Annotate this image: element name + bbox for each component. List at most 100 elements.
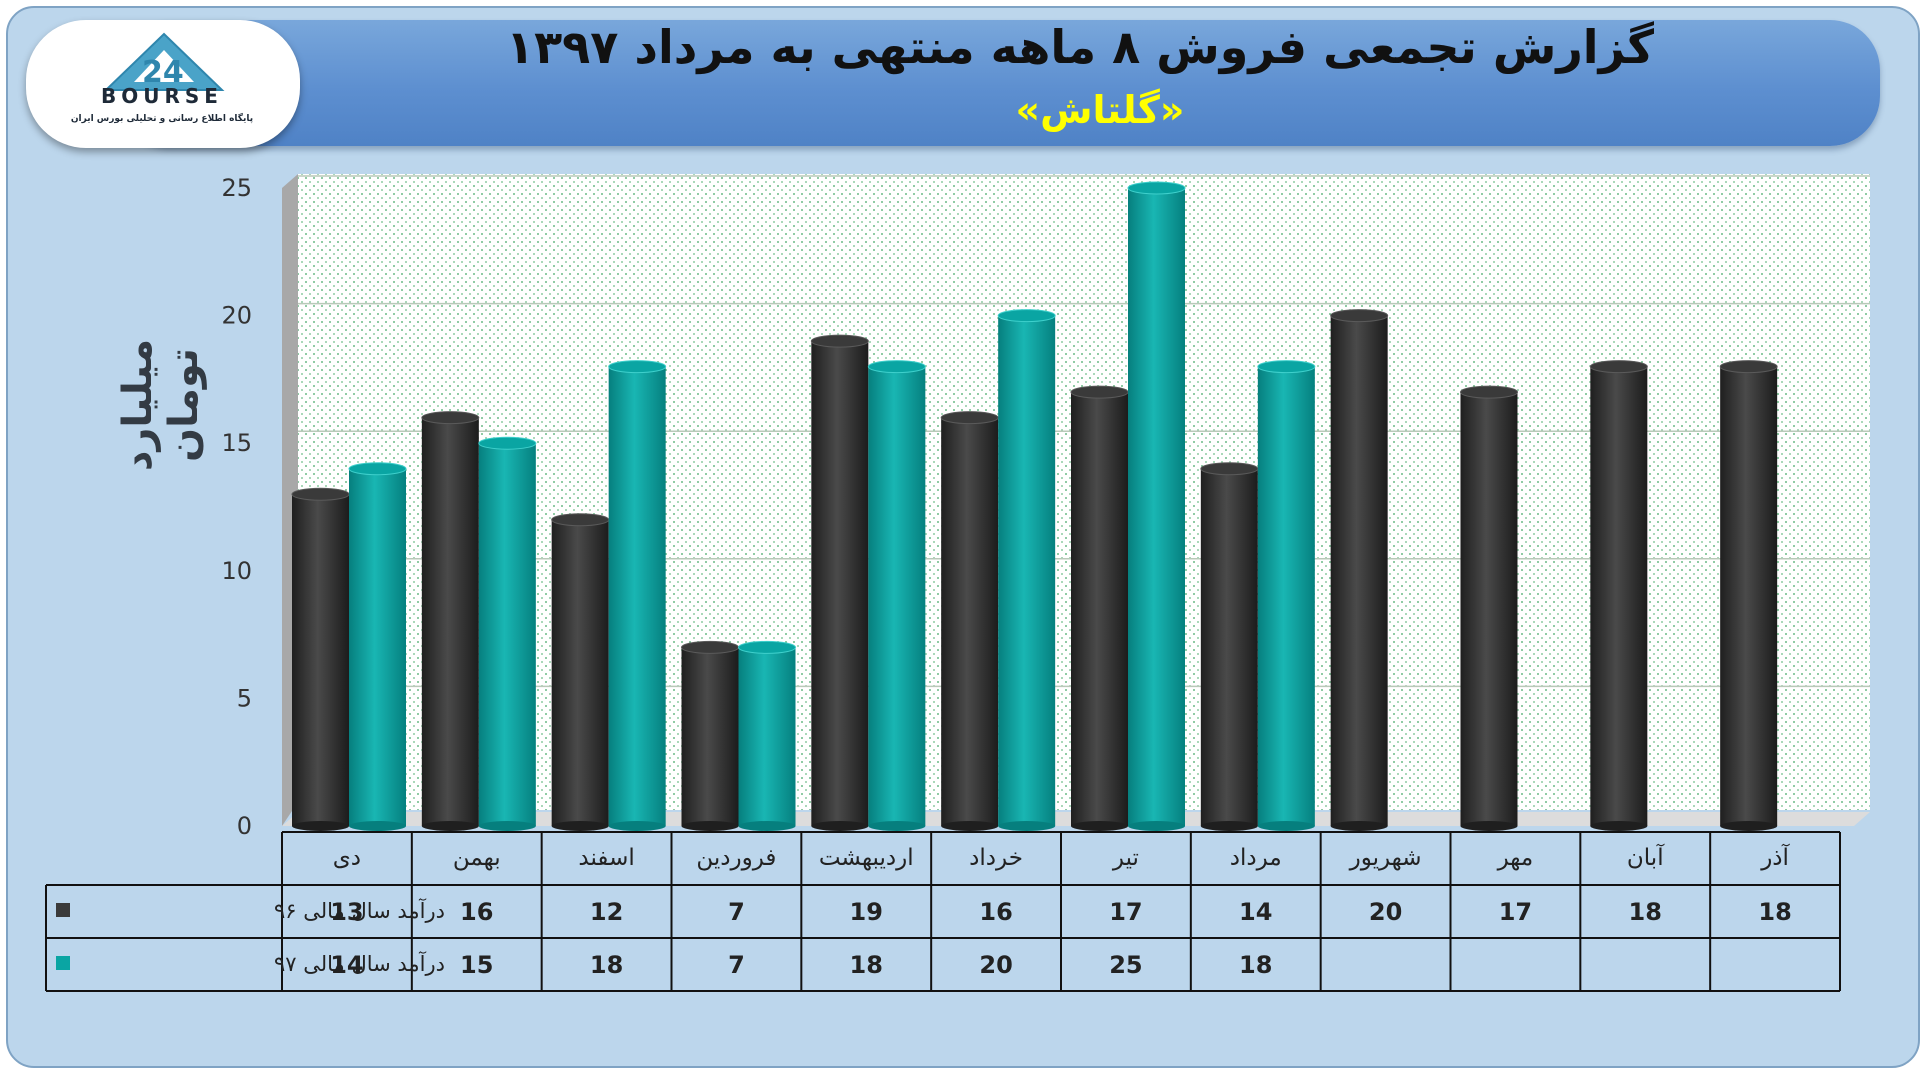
y-tick-label: 10 [221,557,252,585]
data-label: 25 [1109,951,1142,979]
bar-base [1460,821,1518,831]
legend-swatch [56,903,70,917]
bar-body [1460,392,1518,826]
x-tick-label: مرداد [1230,845,1282,871]
bar-body [1720,366,1778,826]
bar-body [1071,392,1128,826]
bar [867,360,926,831]
y-axis-ticks: 0 5 10 15 20 25 [221,174,252,840]
x-tick-label: آبان [1627,843,1665,871]
bar-cap [291,487,350,501]
chart-subtitle: «گلتاش» [1015,88,1185,132]
logo-wordmark: BOURSE [101,84,223,108]
y-tick-label: 0 [237,812,252,840]
legend-label: درآمد سال مالی ۹۶ [274,898,445,923]
bar [608,360,667,831]
data-label: 12 [590,898,623,926]
bar-body [1128,188,1185,826]
bar [681,640,739,831]
bar-base [941,821,999,831]
bar-body [941,417,999,826]
bar [810,334,869,831]
bar-cap [421,411,480,425]
bar [1719,360,1778,831]
data-label: 16 [979,898,1012,926]
data-label: 20 [1369,898,1402,926]
y-tick-label: 15 [221,429,252,457]
bar-base [868,821,926,831]
data-label: 18 [1239,951,1272,979]
bar [478,436,537,831]
data-label: 17 [1109,898,1142,926]
bar-cap [1070,385,1129,399]
data-label: 18 [590,951,623,979]
bar [348,462,407,831]
bar-body [998,315,1056,826]
bar-body [608,366,666,826]
bar-body [292,494,349,826]
bar-base [1720,821,1778,831]
y-tick-label: 5 [237,684,252,712]
bar-cap [1330,309,1389,323]
bar-base [1590,821,1648,831]
data-label: 18 [1758,898,1791,926]
logo-tagline: پایگاه اطلاع رسانی و تحلیلی بورس ایران [70,114,254,124]
bar [291,487,350,831]
x-tick-label: اسفند [578,845,634,871]
bar-base [1200,821,1258,831]
bourse-logo: 24 [26,20,300,148]
bar-base [1128,821,1185,831]
data-label: 14 [1239,898,1272,926]
chart-title: گزارش تجمعی فروش ۸ ماهه منتهی به مرداد ۱… [506,20,1654,74]
y-tick-label: 20 [221,302,252,330]
bar-base [478,821,536,831]
bar-base [738,821,796,831]
x-tick-label: بهمن [453,845,501,871]
bar-base [292,821,349,831]
x-tick-label: فروردین [696,845,776,871]
bar-body [478,443,536,826]
x-tick-label: تیر [1112,845,1139,871]
bar-base [1330,821,1388,831]
x-tick-label: شهریور [1349,845,1422,871]
y-tick-label: 25 [221,174,252,202]
data-label: 18 [850,951,883,979]
bar-body [868,366,926,826]
bar-body [1257,366,1315,826]
bar-cap [551,513,610,527]
bar-cap [1127,181,1186,195]
bar-cap [1257,360,1316,374]
bar-base [998,821,1056,831]
data-label: 14 [330,951,363,979]
x-tick-label: مهر [1497,845,1534,871]
data-label: 18 [1629,898,1662,926]
data-label: 16 [460,898,493,926]
bar-cap [1589,360,1648,374]
bar-base [681,821,739,831]
header-bar [120,20,1880,146]
bar [1330,309,1389,831]
bar-base [1071,821,1128,831]
bar-base [1257,821,1315,831]
bar [551,513,610,831]
bar-body [1200,468,1258,826]
bar [940,411,999,831]
legend-swatch [56,956,70,970]
data-label: 13 [330,898,363,926]
data-label: 15 [460,951,493,979]
bar-body [738,647,796,826]
bar-cap [1719,360,1778,374]
bar [1200,462,1259,831]
bar [738,640,796,831]
bar [1460,385,1518,831]
x-tick-label: خرداد [969,845,1023,871]
bar [1589,360,1648,831]
data-table: دی بهمن اسفند فروردین اردیبهشت خرداد تیر مرداد ش… [45,831,1841,992]
data-label: 17 [1499,898,1532,926]
svg-text:24: 24 [142,55,184,90]
bar [1257,360,1316,831]
bar [1127,181,1186,831]
bar [1070,385,1129,831]
bar-cap [348,462,407,476]
